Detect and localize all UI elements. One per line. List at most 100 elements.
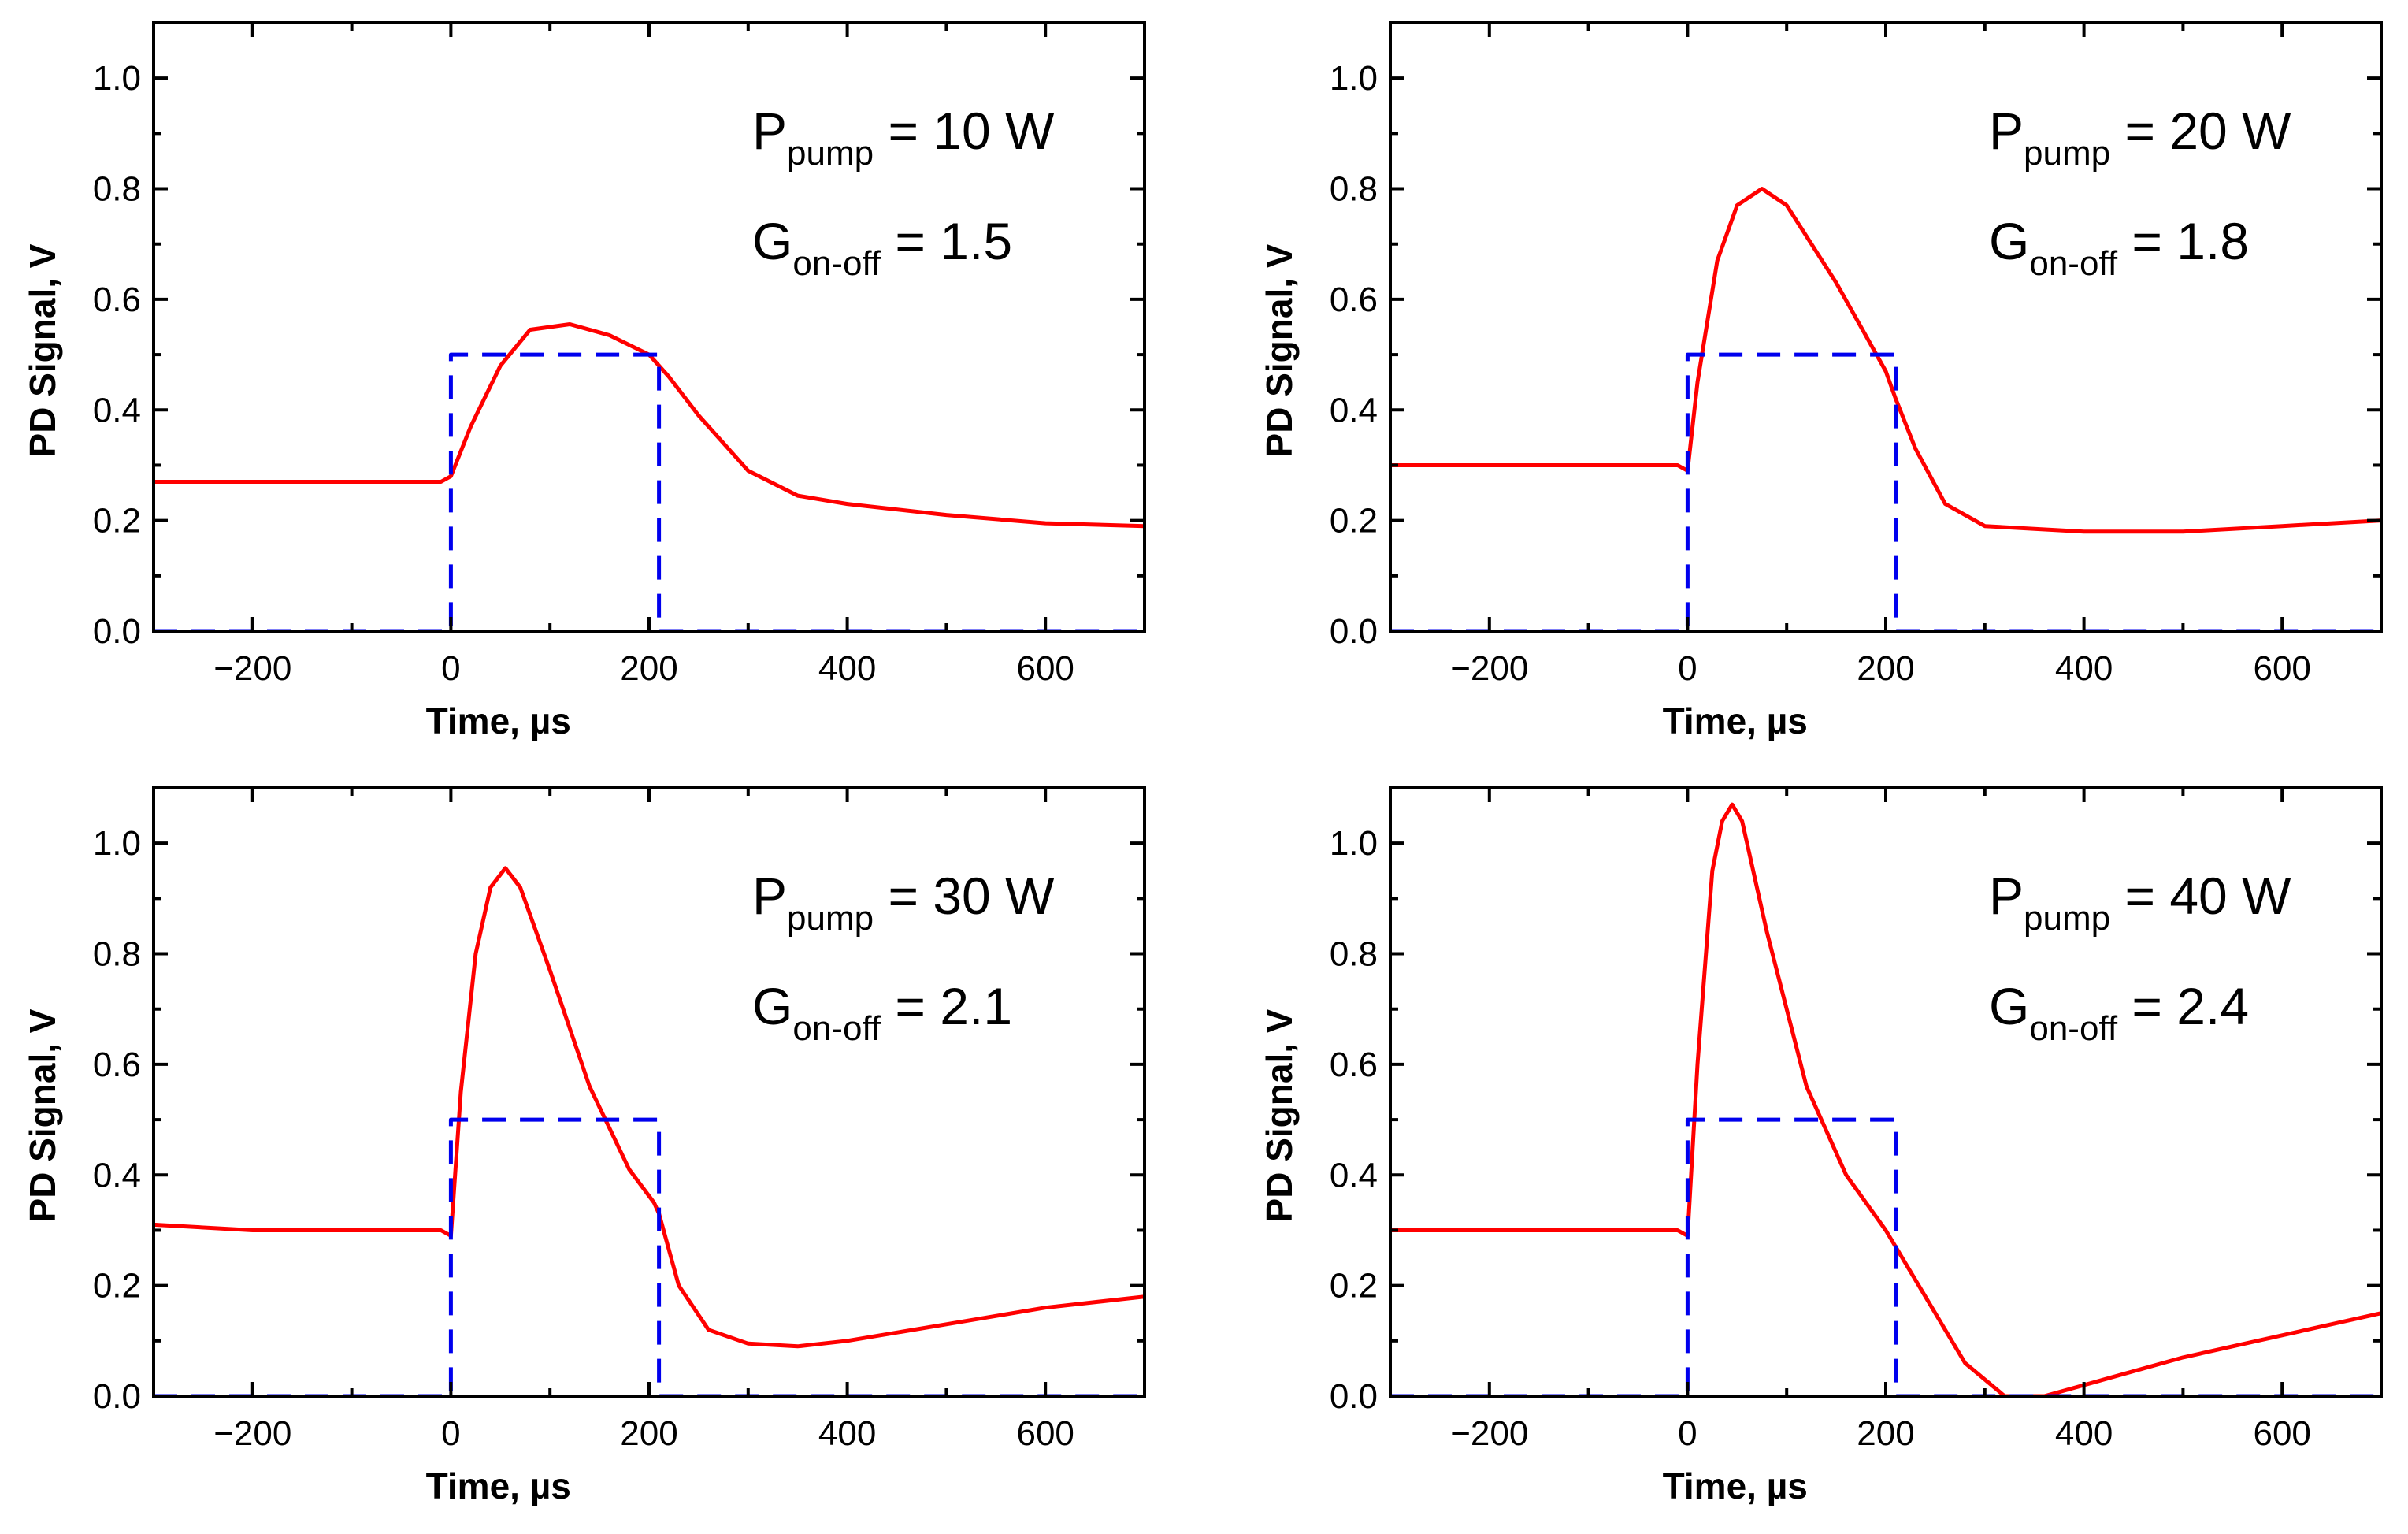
y-axis-title: PD Signal, V (22, 243, 63, 457)
annotation-p-main: P (1989, 102, 2024, 160)
x-tick-label: 600 (1016, 649, 1074, 688)
y-tick-label: 0.8 (93, 170, 141, 209)
annotation-p-rest: = 10 W (874, 102, 1055, 160)
series-group (154, 866, 1145, 1396)
y-tick-label: 0.4 (93, 391, 141, 429)
annotation-g-rest: = 2.1 (881, 977, 1012, 1035)
annotation-g-rest: = 1.5 (881, 212, 1012, 270)
annotation-gain: Gon-off = 1.8 (1989, 212, 2249, 283)
annotation-gain: Gon-off = 2.4 (1989, 977, 2249, 1048)
pd-signal-line (1390, 187, 2381, 534)
annotation-p-sub: pump (787, 899, 874, 938)
series-group (1390, 802, 2381, 1396)
pump-pulse-line (154, 352, 1145, 631)
y-axis-title: PD Signal, V (1259, 243, 1300, 457)
x-axis-title: Time, µs (426, 1465, 571, 1506)
annotation-p-main: P (1989, 867, 2024, 925)
y-tick-label: 0.0 (93, 612, 141, 651)
chart-panel-bottom-left: −200 0 200 400 600 0.0 0.2 0.4 0.6 0.8 1.0 Time, µs… (22, 786, 1146, 1506)
pd-signal-line (1390, 802, 2381, 1396)
y-axis-title: PD Signal, V (22, 1008, 63, 1222)
y-tick-label: 0.2 (93, 502, 141, 540)
x-tick-label: −200 (213, 1414, 291, 1453)
x-axis-title: Time, µs (1663, 700, 1808, 741)
x-tick-label: 0 (1678, 649, 1697, 688)
x-tick-label: 0 (441, 649, 460, 688)
y-tick-label: 1.0 (1330, 824, 1378, 863)
y-tick-label: 0.4 (93, 1156, 141, 1194)
y-tick-label: 0.4 (1330, 391, 1378, 429)
annotation-pump-power: Ppump = 10 W (752, 102, 1055, 173)
annotation-g-rest: = 1.8 (2117, 212, 2249, 270)
y-tick-label: 0.6 (93, 1046, 141, 1084)
x-tick-label: 200 (620, 649, 677, 688)
y-tick-label: 0.0 (1330, 1377, 1378, 1416)
x-tick-label: 400 (818, 649, 876, 688)
pd-signal-line (154, 866, 1145, 1349)
annotation-g-main: G (752, 212, 792, 270)
y-tick-label: 1.0 (93, 59, 141, 98)
annotation-g-sub: on-off (2029, 244, 2117, 283)
annotation-pump-power: Ppump = 20 W (1989, 102, 2291, 173)
pd-signal-line (154, 322, 1145, 529)
x-tick-label: 400 (818, 1414, 876, 1453)
x-tick-label: −200 (213, 649, 291, 688)
annotation-gain: Gon-off = 2.1 (752, 977, 1012, 1048)
y-tick-label: 0.2 (1330, 502, 1378, 540)
x-tick-label: 600 (2253, 649, 2310, 688)
annotation-p-rest: = 20 W (2110, 102, 2291, 160)
x-tick-label: 200 (1857, 649, 1914, 688)
annotation-p-rest: = 40 W (2110, 867, 2291, 925)
annotation-p-sub: pump (2024, 134, 2110, 173)
y-tick-label: 0.8 (1330, 170, 1378, 209)
annotation-p-sub: pump (787, 134, 874, 173)
x-tick-label: −200 (1450, 649, 1528, 688)
annotation-p-sub: pump (2024, 899, 2110, 938)
chart-panel-bottom-right: −200 0 200 400 600 0.0 0.2 0.4 0.6 0.8 1.0 Time, µs… (1259, 786, 2383, 1506)
x-tick-label: 400 (2055, 1414, 2113, 1453)
x-tick-label: −200 (1450, 1414, 1528, 1453)
annotation-g-sub: on-off (792, 1009, 881, 1048)
y-tick-label: 0.6 (1330, 1046, 1378, 1084)
annotation-g-rest: = 2.4 (2117, 977, 2249, 1035)
x-tick-label: 600 (2253, 1414, 2310, 1453)
x-tick-label: 200 (620, 1414, 677, 1453)
pump-pulse-line (1390, 1117, 2381, 1396)
y-tick-label: 0.0 (93, 1377, 141, 1416)
annotation-pump-power: Ppump = 40 W (1989, 867, 2291, 938)
y-tick-label: 1.0 (1330, 59, 1378, 98)
x-tick-label: 400 (2055, 649, 2113, 688)
annotation-p-main: P (752, 867, 787, 925)
y-tick-label: 0.8 (1330, 935, 1378, 974)
y-tick-label: 1.0 (93, 824, 141, 863)
series-group (154, 322, 1145, 631)
y-tick-label: 0.0 (1330, 612, 1378, 651)
annotation-g-main: G (1989, 212, 2029, 270)
series-group (1390, 187, 2381, 631)
y-tick-label: 0.2 (1330, 1267, 1378, 1306)
y-tick-label: 0.6 (93, 280, 141, 319)
x-axis-title: Time, µs (1663, 1465, 1808, 1506)
annotation-g-sub: on-off (792, 244, 881, 283)
x-axis-title: Time, µs (426, 700, 571, 741)
x-tick-label: 200 (1857, 1414, 1914, 1453)
annotation-p-rest: = 30 W (874, 867, 1055, 925)
pump-pulse-line (1390, 352, 2381, 631)
annotation-g-main: G (1989, 977, 2029, 1035)
x-tick-label: 0 (441, 1414, 460, 1453)
pump-pulse-line (154, 1117, 1145, 1396)
annotation-g-main: G (752, 977, 792, 1035)
annotation-g-sub: on-off (2029, 1009, 2117, 1048)
y-tick-label: 0.6 (1330, 280, 1378, 319)
y-tick-label: 0.4 (1330, 1156, 1378, 1194)
annotation-pump-power: Ppump = 30 W (752, 867, 1055, 938)
chart-panel-top-right: −200 0 200 400 600 0.0 0.2 0.4 0.6 0.8 1.0 Time, µs… (1259, 21, 2383, 741)
x-tick-label: 600 (1016, 1414, 1074, 1453)
annotation-p-main: P (752, 102, 787, 160)
annotation-gain: Gon-off = 1.5 (752, 212, 1012, 283)
x-tick-label: 0 (1678, 1414, 1697, 1453)
y-tick-label: 0.2 (93, 1267, 141, 1306)
y-tick-label: 0.8 (93, 935, 141, 974)
y-axis-title: PD Signal, V (1259, 1008, 1300, 1222)
